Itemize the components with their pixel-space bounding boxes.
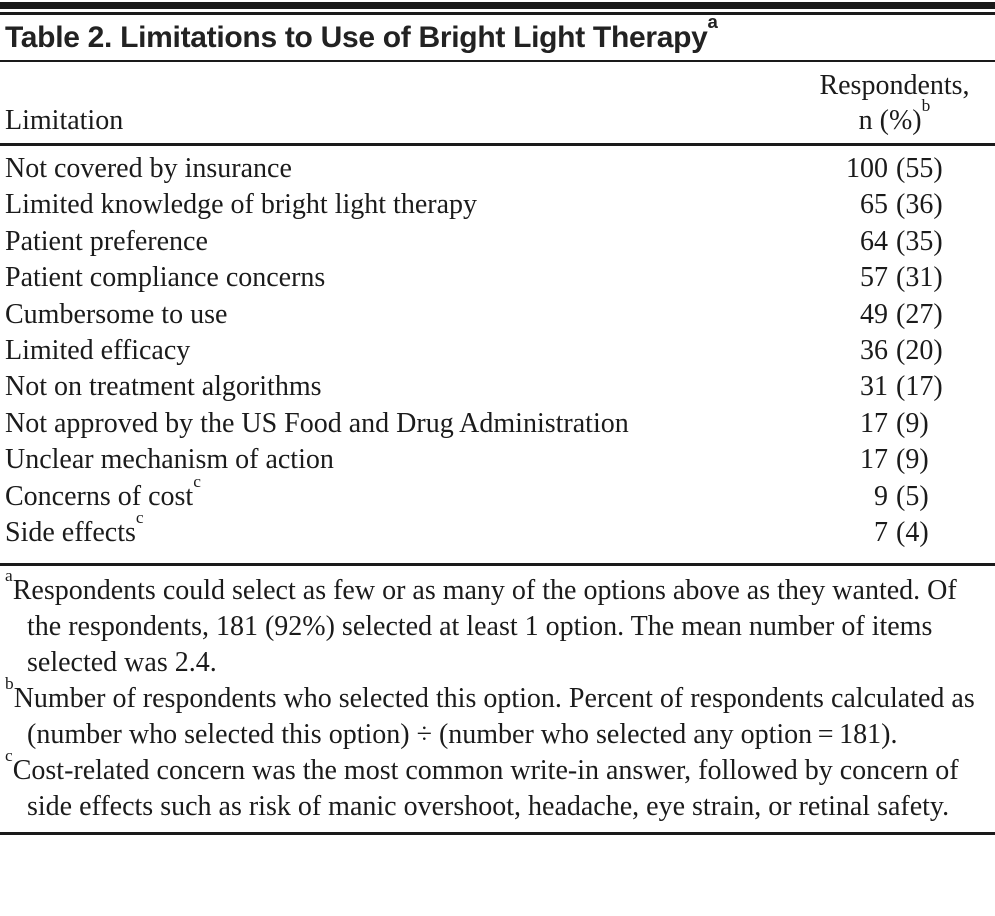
- table-title: Table 2. Limitations to Use of Bright Li…: [0, 12, 995, 60]
- table-body: Not covered by insurance 100 55 Limited k…: [0, 146, 995, 563]
- footnote-c: cCost-related concern was the most commo…: [5, 747, 991, 825]
- row-label: Limited knowledge of bright light therap…: [5, 189, 478, 221]
- title-footnote-marker: a: [707, 10, 718, 32]
- row-value-pct: 27: [896, 297, 951, 333]
- table-row: Concerns of costc 95: [0, 472, 995, 515]
- column-header-respondents-line1: Respondents,: [819, 70, 970, 101]
- footnote-a: aRespondents could select as few or as m…: [5, 567, 991, 681]
- row-value-n: 100: [846, 153, 888, 184]
- row-value-n: 9: [874, 480, 888, 512]
- row-value-pct: 31: [896, 260, 951, 296]
- footnotes-section: aRespondents could select as few or as m…: [0, 566, 995, 832]
- rule-under-title: [0, 60, 995, 62]
- table-row: Side effectsc 74: [0, 509, 995, 551]
- row-value-n: 65: [860, 189, 888, 221]
- table-title-text: Table 2. Limitations to Use of Bright Li…: [5, 21, 708, 54]
- rule-above-footnotes: [0, 563, 995, 567]
- table-row: Not on treatment algorithms 3117: [0, 369, 995, 405]
- row-value-n: 17: [860, 407, 888, 439]
- table-row: Unclear mechanism of action 179: [0, 442, 995, 478]
- top-rule-thick: [0, 2, 995, 9]
- row-label: Not approved by the US Food and Drug Adm…: [5, 407, 629, 439]
- footnote-text: Number of respondents who selected this …: [13, 683, 975, 751]
- rule-under-header: [0, 143, 995, 146]
- table-row: Limited knowledge of bright light therap…: [0, 187, 995, 223]
- row-label: Not covered by insurance: [5, 153, 292, 184]
- footnote-marker: a: [5, 566, 13, 586]
- row-label: Patient preference: [5, 225, 208, 257]
- column-header-row: Limitation Respondents, n (%)b: [0, 62, 995, 143]
- table-row: Limited efficacy 3620: [0, 333, 995, 369]
- table-row: Not covered by insurance 100 55: [0, 151, 995, 187]
- row-value-pct: 36: [896, 187, 951, 223]
- row-value-n: 17: [860, 444, 888, 476]
- row-value-n: 36: [860, 335, 888, 367]
- respondents-footnote-marker: b: [921, 95, 931, 115]
- row-value-pct: 5: [896, 479, 951, 515]
- row-value-pct: 20: [896, 333, 951, 369]
- top-rule-thin: [0, 12, 995, 15]
- row-label: Not on treatment algorithms: [5, 371, 322, 403]
- row-value-pct: 9: [896, 406, 951, 442]
- table-row: Patient compliance concerns 5731: [0, 260, 995, 296]
- row-value-pct: 9: [896, 442, 951, 478]
- column-header-respondents-line2: n (%)b: [858, 95, 931, 136]
- row-label: Side effects: [5, 517, 136, 549]
- row-label: Cumbersome to use: [5, 298, 228, 330]
- table-row: Patient preference 6435: [0, 224, 995, 260]
- row-value-pct: 35: [896, 224, 951, 260]
- row-value-n: 49: [860, 298, 888, 330]
- footnote-marker: b: [5, 674, 14, 694]
- footnote-text: Respondents could select as few or as ma…: [12, 575, 957, 679]
- footnote-b: bNumber of respondents who selected this…: [5, 675, 991, 753]
- row-value-n: 31: [860, 371, 888, 403]
- row-label: Concerns of cost: [5, 480, 194, 512]
- row-value-n: 57: [860, 262, 888, 294]
- row-label: Unclear mechanism of action: [5, 444, 334, 476]
- row-label: Patient compliance concerns: [5, 262, 326, 294]
- row-footnote-marker: c: [135, 507, 144, 527]
- row-label: Limited efficacy: [5, 335, 191, 367]
- bottom-rule: [0, 832, 995, 836]
- row-value-pct: 55: [896, 151, 951, 187]
- footnote-text: Cost-related concern was the most common…: [12, 755, 959, 823]
- row-footnote-marker: c: [193, 471, 201, 491]
- row-value-n: 64: [860, 225, 888, 257]
- table-row: Not approved by the US Food and Drug Adm…: [0, 406, 995, 442]
- row-value-n: 7: [874, 517, 888, 549]
- column-header-limitation: Limitation: [5, 105, 124, 136]
- footnote-marker: c: [5, 746, 13, 766]
- row-value-pct: 4: [896, 515, 951, 551]
- column-header-respondents: Respondents, n (%)b: [797, 68, 992, 138]
- row-value-pct: 17: [896, 369, 951, 405]
- table-row: Cumbersome to use 4927: [0, 297, 995, 333]
